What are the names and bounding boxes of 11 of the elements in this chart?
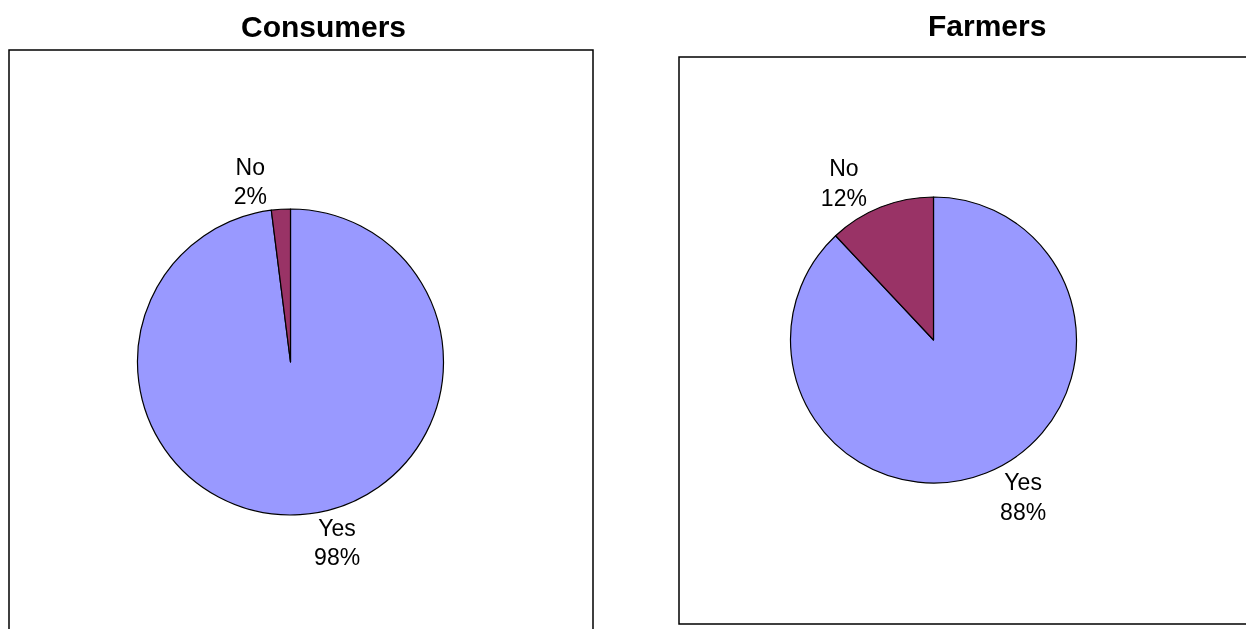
data-label: 88%: [1000, 499, 1047, 526]
data-label: 2%: [233, 183, 267, 210]
slice-label: Yes: [1004, 469, 1042, 496]
chart-title: Farmers: [928, 9, 1047, 42]
data-label: 12%: [820, 184, 867, 211]
pie-slice: [136, 208, 445, 516]
slice-label: No: [235, 153, 265, 180]
chart-title: Consumers: [241, 10, 407, 43]
slice-label: No: [829, 154, 859, 181]
slice-label: Yes: [318, 514, 356, 541]
data-label: 98%: [314, 544, 361, 571]
